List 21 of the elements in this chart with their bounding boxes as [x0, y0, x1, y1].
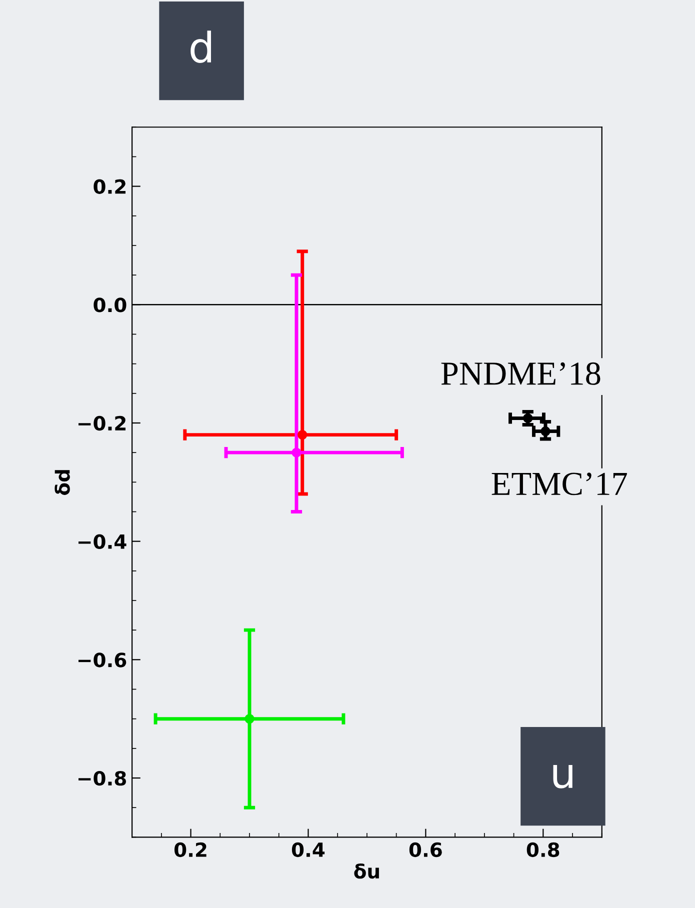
y-tick-label: −0.6	[78, 652, 126, 668]
y-axis-title: δd	[54, 470, 70, 495]
x-tick-label: 0.6	[409, 842, 442, 858]
point	[244, 714, 254, 724]
text: d	[190, 30, 211, 63]
x-tick-label: 0.2	[174, 842, 206, 858]
x-tick-label: 0.8	[526, 842, 560, 858]
point	[540, 426, 550, 436]
point	[523, 413, 533, 424]
y-tick-label: −0.2	[78, 416, 126, 431]
annotation: PNDME’18	[441, 362, 600, 385]
annotation: u	[553, 764, 572, 788]
y-tick-label: −0.4	[78, 534, 126, 549]
point	[298, 430, 308, 440]
y-tick-label: −0.8	[78, 770, 126, 786]
point	[292, 448, 302, 458]
x-axis-title: δu	[354, 863, 379, 879]
y-tick-label: 0.0	[94, 298, 126, 312]
y-tick-label: 0.2	[94, 179, 126, 194]
annotation: ETMC’17	[492, 472, 627, 496]
x-tick-label: 0.4	[292, 842, 325, 858]
